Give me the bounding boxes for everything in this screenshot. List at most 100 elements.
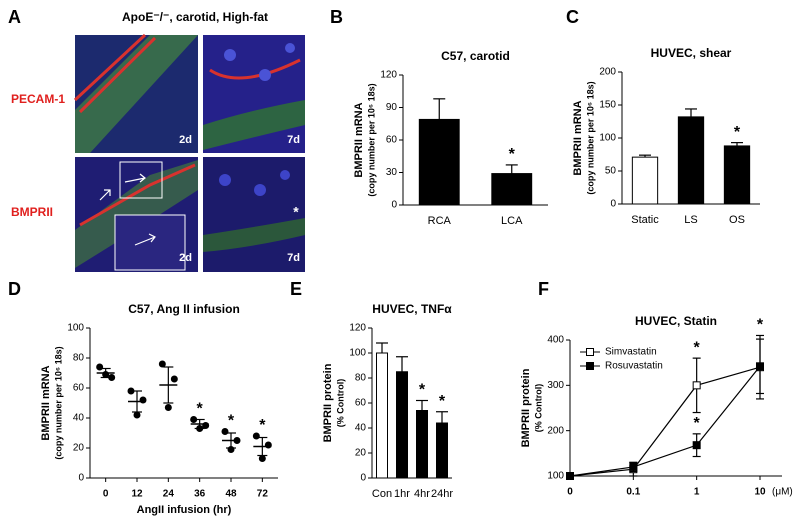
y-tick-label: 0 xyxy=(391,200,397,211)
bar xyxy=(677,116,705,205)
series-line xyxy=(569,365,761,477)
data-point xyxy=(139,396,147,404)
marker xyxy=(756,362,764,371)
x-tick-label: 1hr xyxy=(394,488,410,500)
timepoint: 2d xyxy=(179,134,192,146)
significance-label: * xyxy=(259,417,266,434)
y-tick-label: 60 xyxy=(386,135,398,146)
significance-label: * xyxy=(757,317,764,334)
x-tick-label: Static xyxy=(631,214,659,226)
asterisk: * xyxy=(293,204,299,220)
data-point xyxy=(127,387,135,395)
y-axis-note: (copy number per 10⁶ 18s) xyxy=(585,81,595,194)
x-tick-label: 10 xyxy=(754,487,766,498)
x-tick-label: 0.1 xyxy=(626,487,640,498)
y-tick-label: 120 xyxy=(380,70,397,81)
significance-label: * xyxy=(228,413,235,430)
row-label: PECAM-1 xyxy=(11,92,65,106)
x-tick-label: 12 xyxy=(131,489,143,500)
y-tick-label: 40 xyxy=(73,413,85,424)
bar xyxy=(631,156,659,205)
data-point xyxy=(158,360,166,368)
error-bar xyxy=(685,108,697,117)
y-tick-label: 400 xyxy=(547,335,564,346)
panel-label: E xyxy=(290,279,302,299)
bar xyxy=(416,410,428,479)
timepoint: 7d xyxy=(287,252,300,264)
legend-label: Simvastatin xyxy=(605,347,657,358)
bar xyxy=(376,352,388,479)
y-axis-label: BMPRII protein xyxy=(520,368,532,447)
panel-label: C xyxy=(566,7,579,27)
x-axis-label: AngII infusion (hr) xyxy=(137,504,232,516)
significance-label: * xyxy=(694,415,701,432)
panel-label: F xyxy=(538,279,549,299)
error-bar xyxy=(731,142,743,146)
significance-label: * xyxy=(197,401,204,418)
data-point xyxy=(190,416,198,423)
y-tick-label: 60 xyxy=(355,398,367,409)
y-axis-label: BMPRII mRNA xyxy=(353,102,365,177)
y-tick-label: 80 xyxy=(355,373,367,384)
panel-label: A xyxy=(8,7,21,27)
row-label: BMPRII xyxy=(11,205,53,219)
data-point xyxy=(96,363,104,371)
y-axis-note: (% Control) xyxy=(335,379,345,428)
chart-title: HUVEC, shear xyxy=(651,46,732,60)
marker xyxy=(629,462,638,471)
y-tick-label: 100 xyxy=(67,323,84,334)
significance-label: * xyxy=(439,393,446,410)
marker xyxy=(692,441,701,450)
y-tick-label: 20 xyxy=(73,443,85,454)
significance-label: * xyxy=(734,124,741,141)
timepoint: 2d xyxy=(179,252,192,264)
x-tick-label: 0 xyxy=(103,489,109,500)
data-point xyxy=(264,441,272,449)
error-bar xyxy=(226,432,236,448)
x-tick-label: 48 xyxy=(225,489,237,500)
error-bar xyxy=(396,356,408,372)
micrograph xyxy=(75,157,198,272)
y-tick-label: 200 xyxy=(547,425,564,436)
significance-label: * xyxy=(509,146,516,163)
marker xyxy=(566,472,574,480)
bar xyxy=(723,145,751,205)
error-bar xyxy=(163,366,174,403)
y-tick-label: 300 xyxy=(547,380,564,391)
marker xyxy=(692,381,701,390)
x-tick-label: 4hr xyxy=(414,488,430,500)
timepoint: 7d xyxy=(287,134,300,146)
x-tick-label: 0 xyxy=(567,487,573,498)
chart-title: HUVEC, TNFα xyxy=(372,302,452,316)
panel-title: ApoE⁻/⁻, carotid, High-fat xyxy=(122,10,268,24)
y-tick-label: 0 xyxy=(78,473,84,484)
error-bar xyxy=(436,411,448,423)
x-tick-label: 24hr xyxy=(431,488,453,500)
y-tick-label: 40 xyxy=(355,423,367,434)
error-bar xyxy=(433,98,446,120)
error-bar xyxy=(194,418,205,429)
data-point xyxy=(108,374,116,381)
y-axis-note: (% Control) xyxy=(533,384,543,433)
y-tick-label: 20 xyxy=(355,448,367,459)
x-tick-label: LCA xyxy=(501,215,523,227)
error-bar xyxy=(416,399,428,411)
y-tick-label: 200 xyxy=(599,67,616,78)
x-tick-label: 36 xyxy=(194,489,206,500)
y-axis-note: (copy number per 10⁶ 18s) xyxy=(53,346,63,459)
x-tick-label: 24 xyxy=(163,489,175,500)
y-tick-label: 100 xyxy=(547,471,564,482)
data-point xyxy=(133,411,141,419)
y-tick-label: 60 xyxy=(73,383,85,394)
bar xyxy=(418,118,460,206)
error-bar xyxy=(505,164,518,174)
data-point xyxy=(164,404,172,411)
micrograph xyxy=(203,35,305,153)
significance-label: * xyxy=(419,382,426,399)
legend-marker xyxy=(586,348,594,356)
x-tick-label: RCA xyxy=(428,215,452,227)
bar xyxy=(396,371,408,479)
y-axis-label: BMPRII protein xyxy=(322,363,334,442)
bar xyxy=(491,173,533,206)
significance-label: * xyxy=(694,339,701,356)
